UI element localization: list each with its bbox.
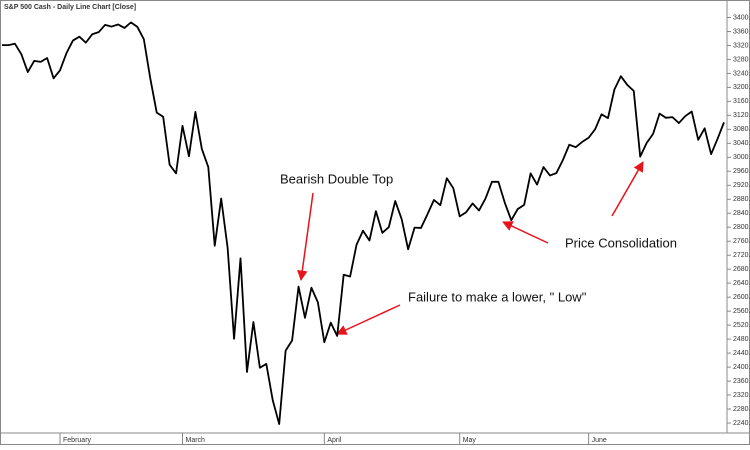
y-tick-label: 3200.00 (733, 84, 750, 91)
annotation: Price Consolidation (565, 235, 677, 250)
y-tick-label: 2320.00 (733, 392, 750, 399)
x-tick-label: April (327, 437, 341, 444)
y-tick-label: 3360.00 (733, 28, 750, 35)
arrow (502, 221, 549, 244)
y-tick-label: 2680.00 (733, 266, 750, 273)
y-tick-label: 2400.00 (733, 364, 750, 371)
y-tick-label: 2240.00 (733, 420, 750, 427)
y-tick-label: 3160.00 (733, 98, 750, 105)
annotation: Bearish Double Top (280, 171, 393, 186)
chart-title: S&P 500 Cash - Daily Line Chart [Close] (4, 4, 136, 11)
x-tick-label: February (63, 437, 92, 444)
y-tick-label: 3080.00 (733, 126, 750, 133)
arrow (297, 192, 314, 282)
y-tick-label: 2640.00 (733, 280, 750, 287)
y-tick-label: 3000.00 (733, 154, 750, 161)
y-tick-label: 3120.00 (733, 112, 750, 119)
x-tick-label: May (463, 437, 477, 444)
y-tick-label: 2960.00 (733, 168, 750, 175)
arrow (611, 161, 644, 217)
y-tick-label: 2440.00 (733, 350, 750, 357)
annotation: Failure to make a lower, " Low" (408, 289, 587, 304)
y-tick-label: 2520.00 (733, 322, 750, 329)
y-tick-label: 3280.00 (733, 56, 750, 63)
y-tick-label: 2800.00 (733, 224, 750, 231)
y-tick-label: 2720.00 (733, 252, 750, 259)
y-tick-label: 2560.00 (733, 308, 750, 315)
y-tick-label: 2360.00 (733, 378, 750, 385)
y-tick-label: 3240.00 (733, 70, 750, 77)
y-tick-label: 3040.00 (733, 140, 750, 147)
y-tick-label: 2480.00 (733, 336, 750, 343)
price-line (2, 21, 725, 425)
y-tick-label: 3320.00 (733, 42, 750, 49)
y-tick-label: 3400.00 (733, 14, 750, 21)
y-tick-label: 2920.00 (733, 182, 750, 189)
x-tick-label: June (592, 437, 607, 444)
y-tick-label: 2760.00 (733, 238, 750, 245)
y-tick-label: 2840.00 (733, 210, 750, 217)
y-tick-label: 2880.00 (733, 196, 750, 203)
arrow (336, 304, 401, 335)
x-tick-label: March (186, 437, 206, 444)
y-tick-label: 2600.00 (733, 294, 750, 301)
y-tick-label: 2280.00 (733, 406, 750, 413)
